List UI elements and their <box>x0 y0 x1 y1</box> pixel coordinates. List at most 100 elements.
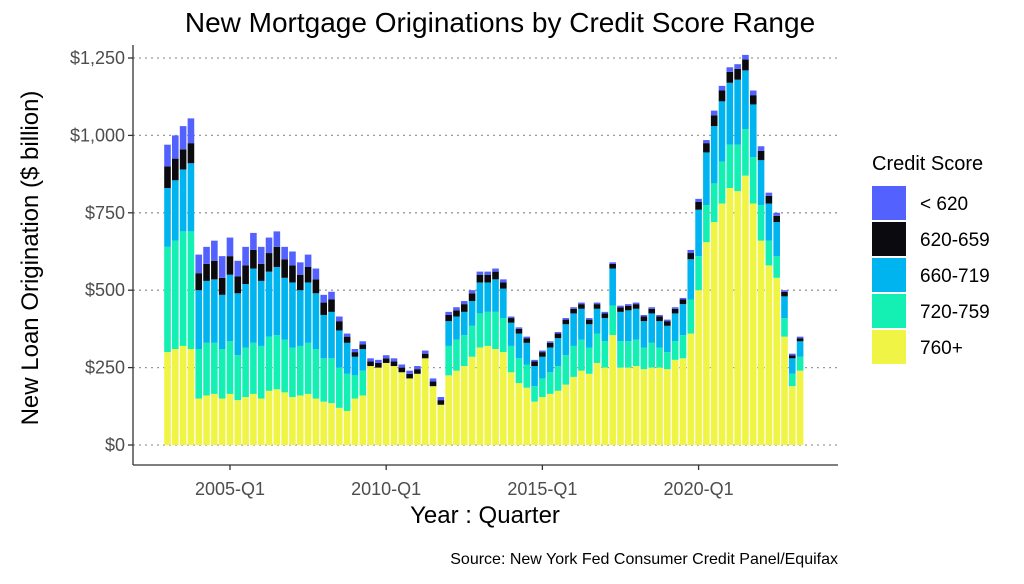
axes: $0 $250 $500 $750 $1,000 $1,250 2005-Q1 2010-Q1… <box>70 45 838 499</box>
bar-segment <box>179 126 187 150</box>
legend-label: < 620 <box>920 194 968 215</box>
bar-segment <box>257 246 265 264</box>
bar-segment <box>531 366 538 387</box>
bar-segment <box>390 366 398 445</box>
bar-segment <box>648 308 656 314</box>
bar-segment <box>679 297 687 300</box>
legend-label: 720-759 <box>920 302 990 323</box>
bar-segment <box>445 314 452 322</box>
bar-segment <box>765 203 773 241</box>
bar-segment <box>554 366 562 391</box>
bar-segment <box>617 305 624 308</box>
bar-segment <box>476 347 484 445</box>
bar-segment <box>664 321 671 326</box>
legend-label: 660-719 <box>920 266 990 287</box>
bar-segment <box>257 280 265 346</box>
bar-segment <box>507 318 515 323</box>
bar-segment <box>671 308 679 314</box>
legend-swatch <box>872 222 906 256</box>
bar-segment <box>429 381 437 387</box>
bar-segment <box>679 358 687 445</box>
bar-segment <box>492 279 499 312</box>
bar-segment <box>343 342 351 374</box>
bar-segment <box>281 277 288 340</box>
bar-segment <box>250 268 257 343</box>
bar-segment <box>476 313 484 348</box>
bar-segment <box>367 358 374 362</box>
bar-segment <box>656 314 663 317</box>
bar-segment <box>476 282 484 314</box>
bar-segment <box>664 352 671 370</box>
bar-segment <box>718 90 726 102</box>
bar-segment <box>609 262 616 264</box>
source-note: Source: New York Fed Consumer Credit Pan… <box>450 551 838 568</box>
bar-segment <box>578 308 585 340</box>
bar-segment <box>257 345 265 399</box>
bar-segment <box>500 352 507 445</box>
bar-segment <box>734 79 741 145</box>
bar-segment <box>632 308 640 340</box>
bar-segment <box>390 358 398 362</box>
bar-segment <box>468 301 476 326</box>
bar-segment <box>390 361 398 367</box>
bar-segment <box>749 203 757 445</box>
y-tick-label: $500 <box>85 280 125 300</box>
bar-segment <box>304 342 312 394</box>
bar-segment <box>726 188 734 445</box>
bar-segment <box>289 251 296 266</box>
bar-segment <box>492 268 499 272</box>
bar-segment <box>507 345 515 373</box>
bar-segment <box>710 183 718 223</box>
bar-segment <box>648 313 656 343</box>
chart-title: New Mortgage Originations by Credit Scor… <box>185 7 815 38</box>
bar-segment <box>640 347 648 370</box>
bar-segment <box>359 341 367 345</box>
bar-segment <box>664 369 671 445</box>
bar-segment <box>453 339 460 371</box>
bar-segment <box>601 367 609 445</box>
bar-segment <box>312 279 320 294</box>
bar-segment <box>679 299 687 305</box>
bar-segment <box>554 338 562 367</box>
bar-segment <box>296 395 304 445</box>
bar-segment <box>570 307 577 309</box>
bar-segment <box>273 389 281 445</box>
bar-segment <box>796 356 804 371</box>
bar-segment <box>796 336 804 339</box>
bar-segment <box>585 373 593 445</box>
bar-segment <box>546 341 554 343</box>
bar-segment <box>507 372 515 445</box>
bar-segment <box>218 294 226 350</box>
bar-segment <box>164 188 171 247</box>
bar-segment <box>484 274 492 283</box>
bar-segment <box>773 256 780 278</box>
x-axis-title: Year : Quarter <box>410 502 560 529</box>
bar-segment <box>562 384 570 445</box>
bar-segment <box>195 254 203 274</box>
bar-segment <box>578 370 585 445</box>
bar-segment <box>218 277 226 295</box>
bar-segment <box>187 231 195 350</box>
bar-segment <box>359 370 367 396</box>
bar-segment <box>679 304 687 336</box>
bar-segment <box>203 280 210 343</box>
bar-segment <box>281 392 288 445</box>
bar-segment <box>328 358 335 404</box>
bar-segment <box>765 265 773 445</box>
bar-segment <box>164 166 171 189</box>
bar-segment <box>515 328 523 334</box>
bar-segment <box>172 349 179 445</box>
bar-segment <box>296 274 304 291</box>
bar-segment <box>265 253 273 272</box>
bar-segment <box>554 332 562 334</box>
legend: < 620 620-659 660-719 720-759 760+ <box>872 186 990 364</box>
bar-segment <box>179 345 187 445</box>
bar-segment <box>671 313 679 342</box>
bar-segment <box>687 253 695 260</box>
bar-segment <box>187 163 195 232</box>
bar-segment <box>703 205 710 243</box>
bar-segment <box>695 198 702 202</box>
bar-segment <box>195 349 203 399</box>
x-tick-label: 2015-Q1 <box>507 479 577 499</box>
bar-segment <box>742 54 749 60</box>
